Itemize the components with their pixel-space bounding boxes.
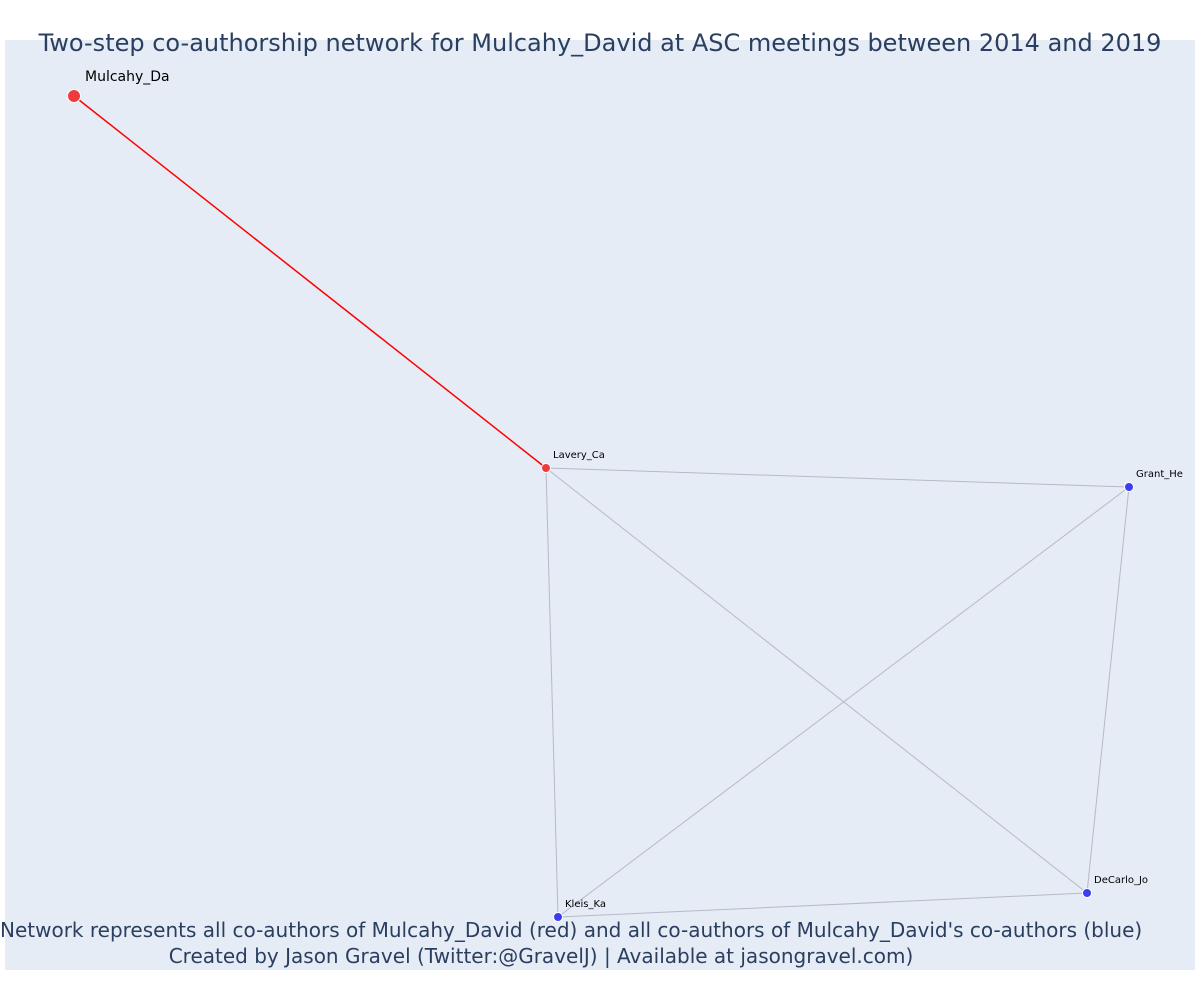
node-label-Grant_He: Grant_He: [1136, 469, 1183, 480]
edges-layer: [73, 95, 1130, 918]
labels-layer: Mulcahy_Da Lavery_Ca Grant_He DeCarlo_Jo Kle…: [85, 69, 1183, 910]
edge-Kleis_Ka-DeCarlo_Jo: [557, 892, 1088, 918]
edge-Lavery_Ca-Grant_He: [545, 467, 1130, 488]
caption-line-2: Created by Jason Gravel (Twitter:@Gravel…: [168, 944, 914, 968]
node-Mulcahy_Da[interactable]: [67, 89, 81, 103]
node-Grant_He[interactable]: [1124, 482, 1134, 492]
node-Kleis_Ka[interactable]: [553, 912, 563, 922]
edge-Grant_He-Kleis_Ka: [557, 486, 1130, 918]
node-label-Kleis_Ka: Kleis_Ka: [565, 899, 606, 910]
plot-area: [5, 40, 1195, 970]
node-label-Mulcahy_Da: Mulcahy_Da: [85, 69, 170, 85]
edge-Grant_He-DeCarlo_Jo: [1086, 486, 1130, 894]
node-label-DeCarlo_Jo: DeCarlo_Jo: [1094, 875, 1148, 886]
edge-Lavery_Ca-DeCarlo_Jo: [545, 467, 1088, 894]
edge-Mulcahy_Da-Lavery_Ca: [73, 95, 547, 469]
node-label-Lavery_Ca: Lavery_Ca: [553, 450, 605, 461]
nodes-layer: [67, 89, 1134, 922]
edge-Lavery_Ca-Kleis_Ka: [545, 467, 559, 918]
figure-title: Two-step co-authorship network for Mulca…: [38, 29, 1162, 57]
caption-line-1: Network represents all co-authors of Mul…: [0, 918, 1143, 942]
node-DeCarlo_Jo[interactable]: [1082, 888, 1092, 898]
node-Lavery_Ca[interactable]: [541, 463, 551, 473]
